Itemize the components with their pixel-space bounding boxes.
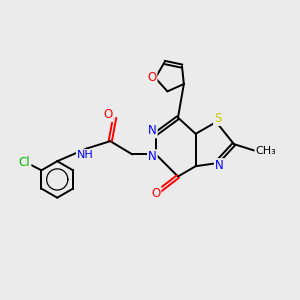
Text: CH₃: CH₃ xyxy=(255,146,276,156)
Text: N: N xyxy=(148,124,157,137)
Text: Cl: Cl xyxy=(19,156,31,169)
Text: NH: NH xyxy=(77,150,94,160)
Text: N: N xyxy=(215,159,224,172)
Text: O: O xyxy=(151,187,160,200)
Text: S: S xyxy=(214,112,221,125)
Text: O: O xyxy=(103,108,113,121)
Text: O: O xyxy=(147,71,157,85)
Text: N: N xyxy=(148,150,157,163)
